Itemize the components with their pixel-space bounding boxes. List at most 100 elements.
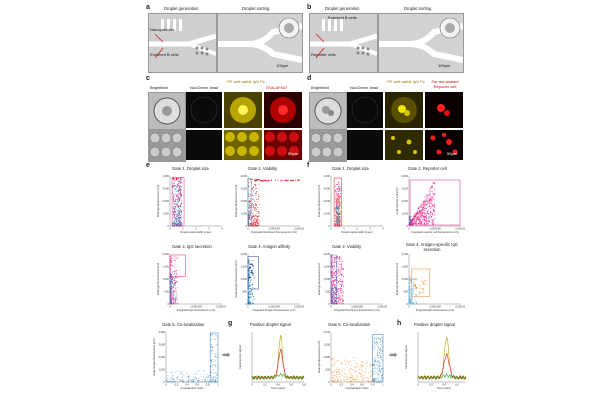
y-tick-label: 0 xyxy=(407,224,409,228)
scatter-point xyxy=(376,364,378,365)
scatter-point xyxy=(332,256,334,258)
scatter-point xyxy=(380,350,382,352)
scatter-point xyxy=(426,200,428,202)
scatter-point xyxy=(169,293,171,295)
scatter-point xyxy=(180,202,182,204)
scatter-point xyxy=(208,378,210,379)
scatter-point xyxy=(176,195,177,197)
h-title: Positive droplet signal xyxy=(414,322,455,327)
scatter-point xyxy=(211,351,213,352)
e-gate2-title: Gate 2. Viability xyxy=(248,166,278,171)
scatter-point xyxy=(337,289,339,291)
scatter-point xyxy=(175,301,177,303)
scatter-point xyxy=(255,184,257,186)
scatter-point xyxy=(248,220,250,222)
scatter-point xyxy=(249,207,251,209)
scatter-point xyxy=(252,274,254,276)
scatter-point xyxy=(430,213,431,215)
scatter-point xyxy=(170,290,172,292)
scatter-point xyxy=(175,187,177,189)
scatter-point xyxy=(171,260,173,261)
scatter-point xyxy=(177,186,179,188)
scatter-point xyxy=(335,215,336,217)
scatter-point xyxy=(183,371,185,373)
scatter-point xyxy=(332,297,334,299)
scatter-point xyxy=(211,352,213,354)
y-axis-label: Peak IgG fluorescence (mV) xyxy=(317,341,321,374)
scatter-point xyxy=(174,257,176,259)
scatter-point xyxy=(253,223,255,225)
scatter-point xyxy=(171,381,172,383)
scatter-point xyxy=(175,198,177,200)
scatter-point xyxy=(341,370,343,371)
scatter-point xyxy=(423,208,425,210)
sorting-junction-drawing xyxy=(218,14,302,72)
scatter-point xyxy=(188,377,189,379)
scatter-point xyxy=(425,216,427,218)
scatter-point xyxy=(172,282,174,284)
x-tick-label: 2,000,000 xyxy=(294,226,304,230)
scatter-point xyxy=(258,224,260,226)
scatter-point xyxy=(430,222,432,223)
scatter-point xyxy=(335,372,337,373)
scatter-point xyxy=(252,283,254,285)
scatter-point xyxy=(339,280,341,282)
scatter-point xyxy=(170,372,172,373)
scatter-point xyxy=(255,179,257,181)
scatter-point xyxy=(356,370,358,372)
gate-box xyxy=(372,334,384,383)
scatter-point xyxy=(349,370,351,372)
y-tick-label: 2,000 xyxy=(241,252,248,256)
scatter-point xyxy=(360,366,362,367)
scatter-point xyxy=(421,210,423,212)
scatter-point xyxy=(166,380,167,382)
scatter-point xyxy=(426,201,428,203)
scatter-point xyxy=(353,379,355,380)
scatter-point xyxy=(255,192,257,194)
scatter-point xyxy=(210,371,212,373)
scatter-point xyxy=(173,291,175,293)
scatter-point xyxy=(339,263,341,265)
scatter-point xyxy=(339,256,341,258)
scatter-point xyxy=(176,294,178,296)
scatter-point xyxy=(253,209,255,211)
panel-c-scale: 50µm xyxy=(288,151,299,156)
scatter-point xyxy=(378,377,380,378)
scatter-point xyxy=(193,380,194,381)
scatter-point xyxy=(201,375,202,377)
scatter-point xyxy=(379,362,381,364)
scatter-point xyxy=(424,201,426,203)
scatter-point xyxy=(334,272,336,274)
scatter-point xyxy=(333,378,335,380)
y-tick-label: 2,000 xyxy=(163,252,170,256)
scatter-point xyxy=(418,212,419,214)
scatter-point xyxy=(408,296,410,298)
y-tick-label: 3,000 xyxy=(241,186,248,190)
scatter-point xyxy=(373,380,375,381)
scatter-point xyxy=(337,194,339,196)
scatter-point xyxy=(179,215,181,217)
scatter-point xyxy=(334,301,336,303)
scatter-point xyxy=(350,360,351,362)
scatter-point xyxy=(176,269,177,271)
scatter-point xyxy=(373,377,375,379)
scatter-point xyxy=(337,193,339,195)
scatter-point xyxy=(356,381,358,383)
scatter-point xyxy=(336,285,338,287)
scatter-point xyxy=(432,209,434,211)
scatter-point xyxy=(340,258,342,260)
panel-d-farred-array xyxy=(425,130,463,160)
scatter-point xyxy=(172,199,174,201)
scatter-point xyxy=(198,377,199,379)
scatter-point xyxy=(255,194,257,196)
scatter-point xyxy=(172,297,173,299)
scatter-point xyxy=(170,278,172,280)
scatter-point xyxy=(178,184,180,186)
scatter-point xyxy=(344,360,346,362)
scatter-point xyxy=(419,218,421,220)
scatter-point xyxy=(177,276,179,278)
scatter-point xyxy=(428,199,430,201)
scatter-point xyxy=(370,364,372,366)
gate-box xyxy=(209,332,219,383)
scatter-point xyxy=(342,268,344,270)
